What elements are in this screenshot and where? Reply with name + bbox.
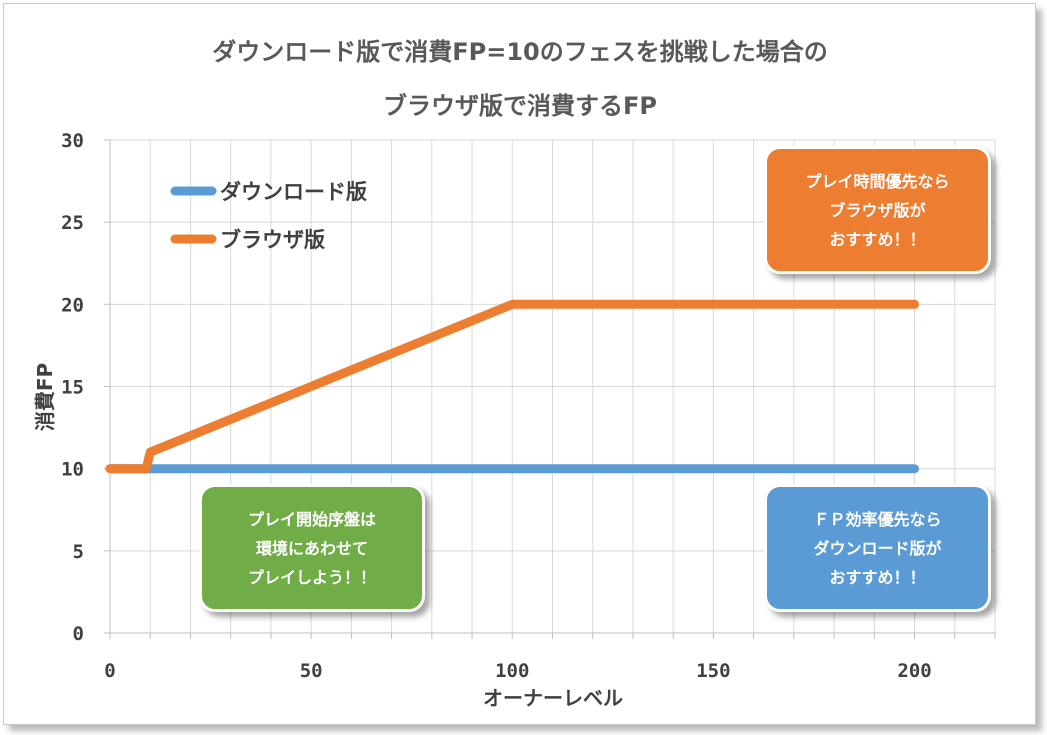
callout-line: ＦＰ効率優先なら [813, 509, 942, 529]
chart-title-line2: ブラウザ版で消費するFP [383, 92, 657, 120]
series-lines [105, 299, 919, 474]
callout-browser-recommendation: プレイ時間優先なら ブラウザ版が おすすめ！！ [764, 146, 991, 274]
y-axis-label: 消費FP [33, 363, 57, 431]
y-tick-label: 15 [61, 377, 84, 399]
callout-line: おすすめ！！ [829, 567, 926, 587]
y-tick-label: 5 [73, 541, 84, 563]
callout-download-recommendation: ＦＰ効率優先なら ダウンロード版が おすすめ！！ [764, 484, 991, 612]
callout-line: プレイ時間優先なら [805, 171, 950, 191]
x-axis-label: オーナーレベル [483, 686, 623, 710]
series-line [105, 299, 919, 474]
x-tick-label: 150 [696, 660, 730, 682]
grid-lines [110, 139, 996, 633]
x-tick-label: 100 [495, 660, 529, 682]
legend-label: ブラウザ版 [220, 228, 325, 252]
callout-line: ダウンロード版が [813, 538, 942, 558]
callout-line: ブラウザ版が [829, 200, 926, 220]
callout-line: プレイ開始序盤は [247, 509, 376, 529]
legend-label: ダウンロード版 [220, 180, 367, 204]
y-tick-label: 10 [61, 459, 84, 481]
callout-early-game-advice: プレイ開始序盤は 環境にあわせて プレイしよう！！ [199, 484, 425, 612]
x-tick-label: 0 [104, 660, 115, 682]
callout-line: 環境にあわせて [255, 538, 368, 558]
y-tick-label: 0 [73, 623, 84, 645]
y-tick-label: 20 [61, 294, 84, 316]
callout-line: プレイしよう！！ [247, 567, 376, 587]
y-tick-label: 25 [61, 212, 84, 234]
chart-title-line1: ダウンロード版で消費FP=10のフェスを挑戦した場合の [212, 38, 828, 66]
x-tick-label: 50 [300, 660, 323, 682]
tick-labels: 0 5 10 15 20 25 30 0 50 100 150 200 [61, 130, 932, 682]
x-tick-label: 200 [897, 660, 931, 682]
callout-line: おすすめ！！ [829, 229, 926, 249]
axes [104, 139, 996, 639]
y-tick-label: 30 [61, 130, 84, 152]
